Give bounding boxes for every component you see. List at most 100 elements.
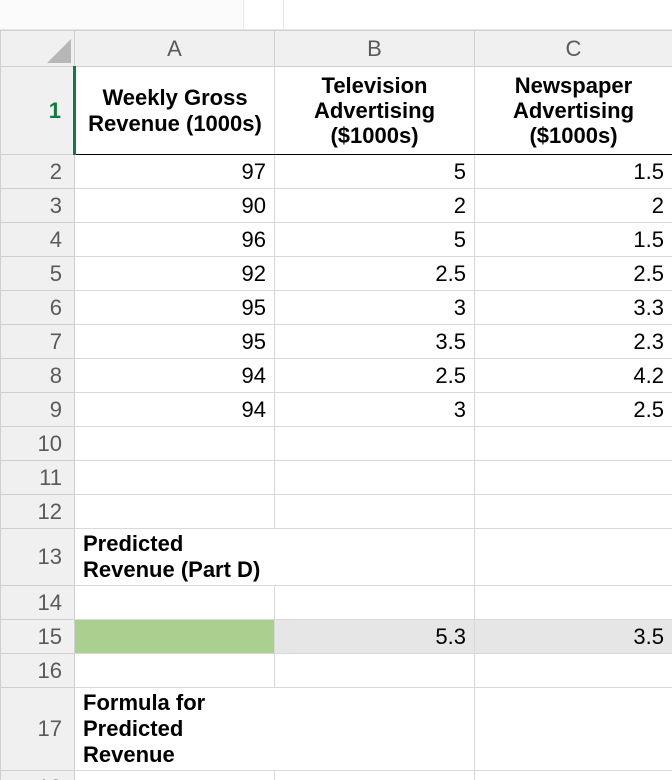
cell-C18[interactable] [475, 771, 672, 780]
empty-row: 16 [1, 654, 672, 688]
section-row: 17 Formula for Predicted Revenue [1, 688, 672, 771]
cell-A16[interactable] [75, 654, 275, 688]
cell-A13[interactable]: Predicted Revenue (Part D) [75, 529, 275, 586]
spreadsheet-view: A B C 1 Weekly Gross Revenue (1000s) Tel… [0, 0, 672, 780]
data-row: 2 97 5 1.5 [1, 155, 672, 189]
cell-A15[interactable] [75, 620, 275, 654]
cell-A10[interactable] [75, 427, 275, 461]
cell-C2[interactable]: 1.5 [475, 155, 672, 189]
cell-A14[interactable] [75, 586, 275, 620]
cell-A4[interactable]: 96 [75, 223, 275, 257]
name-box[interactable] [0, 0, 244, 29]
select-all-corner[interactable] [1, 31, 75, 67]
cell-B17[interactable] [275, 688, 475, 771]
cell-B2[interactable]: 5 [275, 155, 475, 189]
cell-A6[interactable]: 95 [75, 291, 275, 325]
row-header[interactable]: 15 [1, 620, 75, 654]
cell-C8[interactable]: 4.2 [475, 359, 672, 393]
empty-row: 11 [1, 461, 672, 495]
cell-C12[interactable] [475, 495, 672, 529]
header-row-1: 1 Weekly Gross Revenue (1000s) Televisio… [1, 67, 672, 155]
data-row: 3 90 2 2 [1, 189, 672, 223]
cell-B11[interactable] [275, 461, 475, 495]
select-all-triangle-icon [47, 39, 71, 63]
row-header[interactable]: 10 [1, 427, 75, 461]
cell-C1[interactable]: Newspaper Advertising ($1000s) [475, 67, 672, 155]
cell-A18[interactable] [75, 771, 275, 780]
data-row: 9 94 3 2.5 [1, 393, 672, 427]
cell-A8[interactable]: 94 [75, 359, 275, 393]
row-header[interactable]: 11 [1, 461, 75, 495]
empty-row: 12 [1, 495, 672, 529]
cell-A2[interactable]: 97 [75, 155, 275, 189]
col-header-A[interactable]: A [75, 31, 275, 67]
col-header-B[interactable]: B [275, 31, 475, 67]
row-header[interactable]: 9 [1, 393, 75, 427]
row-header[interactable]: 6 [1, 291, 75, 325]
cell-B3[interactable]: 2 [275, 189, 475, 223]
cell-B8[interactable]: 2.5 [275, 359, 475, 393]
cell-A17[interactable]: Formula for Predicted Revenue [75, 688, 275, 771]
data-row: 4 96 5 1.5 [1, 223, 672, 257]
data-row: 8 94 2.5 4.2 [1, 359, 672, 393]
cell-B9[interactable]: 3 [275, 393, 475, 427]
cell-C11[interactable] [475, 461, 672, 495]
worksheet-grid[interactable]: A B C 1 Weekly Gross Revenue (1000s) Tel… [0, 30, 672, 780]
cell-B7[interactable]: 3.5 [275, 325, 475, 359]
data-row: 7 95 3.5 2.3 [1, 325, 672, 359]
cell-A11[interactable] [75, 461, 275, 495]
data-row: 6 95 3 3.3 [1, 291, 672, 325]
col-header-C[interactable]: C [475, 31, 672, 67]
cell-A3[interactable]: 90 [75, 189, 275, 223]
cell-C15[interactable]: 3.5 [475, 620, 672, 654]
cell-B16[interactable] [275, 654, 475, 688]
data-row: 5 92 2.5 2.5 [1, 257, 672, 291]
row-header[interactable]: 18 [1, 771, 75, 780]
cell-B15[interactable]: 5.3 [275, 620, 475, 654]
cell-B6[interactable]: 3 [275, 291, 475, 325]
row-header-1[interactable]: 1 [1, 67, 75, 155]
cell-B1[interactable]: Television Advertising ($1000s) [275, 67, 475, 155]
cell-A1[interactable]: Weekly Gross Revenue (1000s) [75, 67, 275, 155]
cell-C4[interactable]: 1.5 [475, 223, 672, 257]
column-header-row: A B C [1, 31, 672, 67]
cell-C17[interactable] [475, 688, 672, 771]
row-header[interactable]: 12 [1, 495, 75, 529]
row-header[interactable]: 13 [1, 529, 75, 586]
cell-C13[interactable] [475, 529, 672, 586]
row-header[interactable]: 7 [1, 325, 75, 359]
row-header[interactable]: 16 [1, 654, 75, 688]
row-header[interactable]: 17 [1, 688, 75, 771]
cell-C14[interactable] [475, 586, 672, 620]
cell-C6[interactable]: 3.3 [475, 291, 672, 325]
cell-C7[interactable]: 2.3 [475, 325, 672, 359]
row-header[interactable]: 8 [1, 359, 75, 393]
cell-C3[interactable]: 2 [475, 189, 672, 223]
cell-A12[interactable] [75, 495, 275, 529]
cell-B12[interactable] [275, 495, 475, 529]
cell-A5[interactable]: 92 [75, 257, 275, 291]
cell-B14[interactable] [275, 586, 475, 620]
cell-A9[interactable]: 94 [75, 393, 275, 427]
cell-C10[interactable] [475, 427, 672, 461]
row-header[interactable]: 2 [1, 155, 75, 189]
predicted-input-row: 15 5.3 3.5 [1, 620, 672, 654]
formula-bar-strip [0, 0, 672, 30]
cell-A7[interactable]: 95 [75, 325, 275, 359]
cell-B10[interactable] [275, 427, 475, 461]
cell-C16[interactable] [475, 654, 672, 688]
cell-B13[interactable] [275, 529, 475, 586]
cell-B18[interactable] [275, 771, 475, 780]
cell-B5[interactable]: 2.5 [275, 257, 475, 291]
row-header[interactable]: 4 [1, 223, 75, 257]
section-row: 13 Predicted Revenue (Part D) [1, 529, 672, 586]
cell-C5[interactable]: 2.5 [475, 257, 672, 291]
cell-C9[interactable]: 2.5 [475, 393, 672, 427]
row-header[interactable]: 5 [1, 257, 75, 291]
formula-bar[interactable] [284, 0, 672, 29]
empty-row: 14 [1, 586, 672, 620]
fx-divider [244, 0, 284, 29]
cell-B4[interactable]: 5 [275, 223, 475, 257]
row-header[interactable]: 14 [1, 586, 75, 620]
row-header[interactable]: 3 [1, 189, 75, 223]
